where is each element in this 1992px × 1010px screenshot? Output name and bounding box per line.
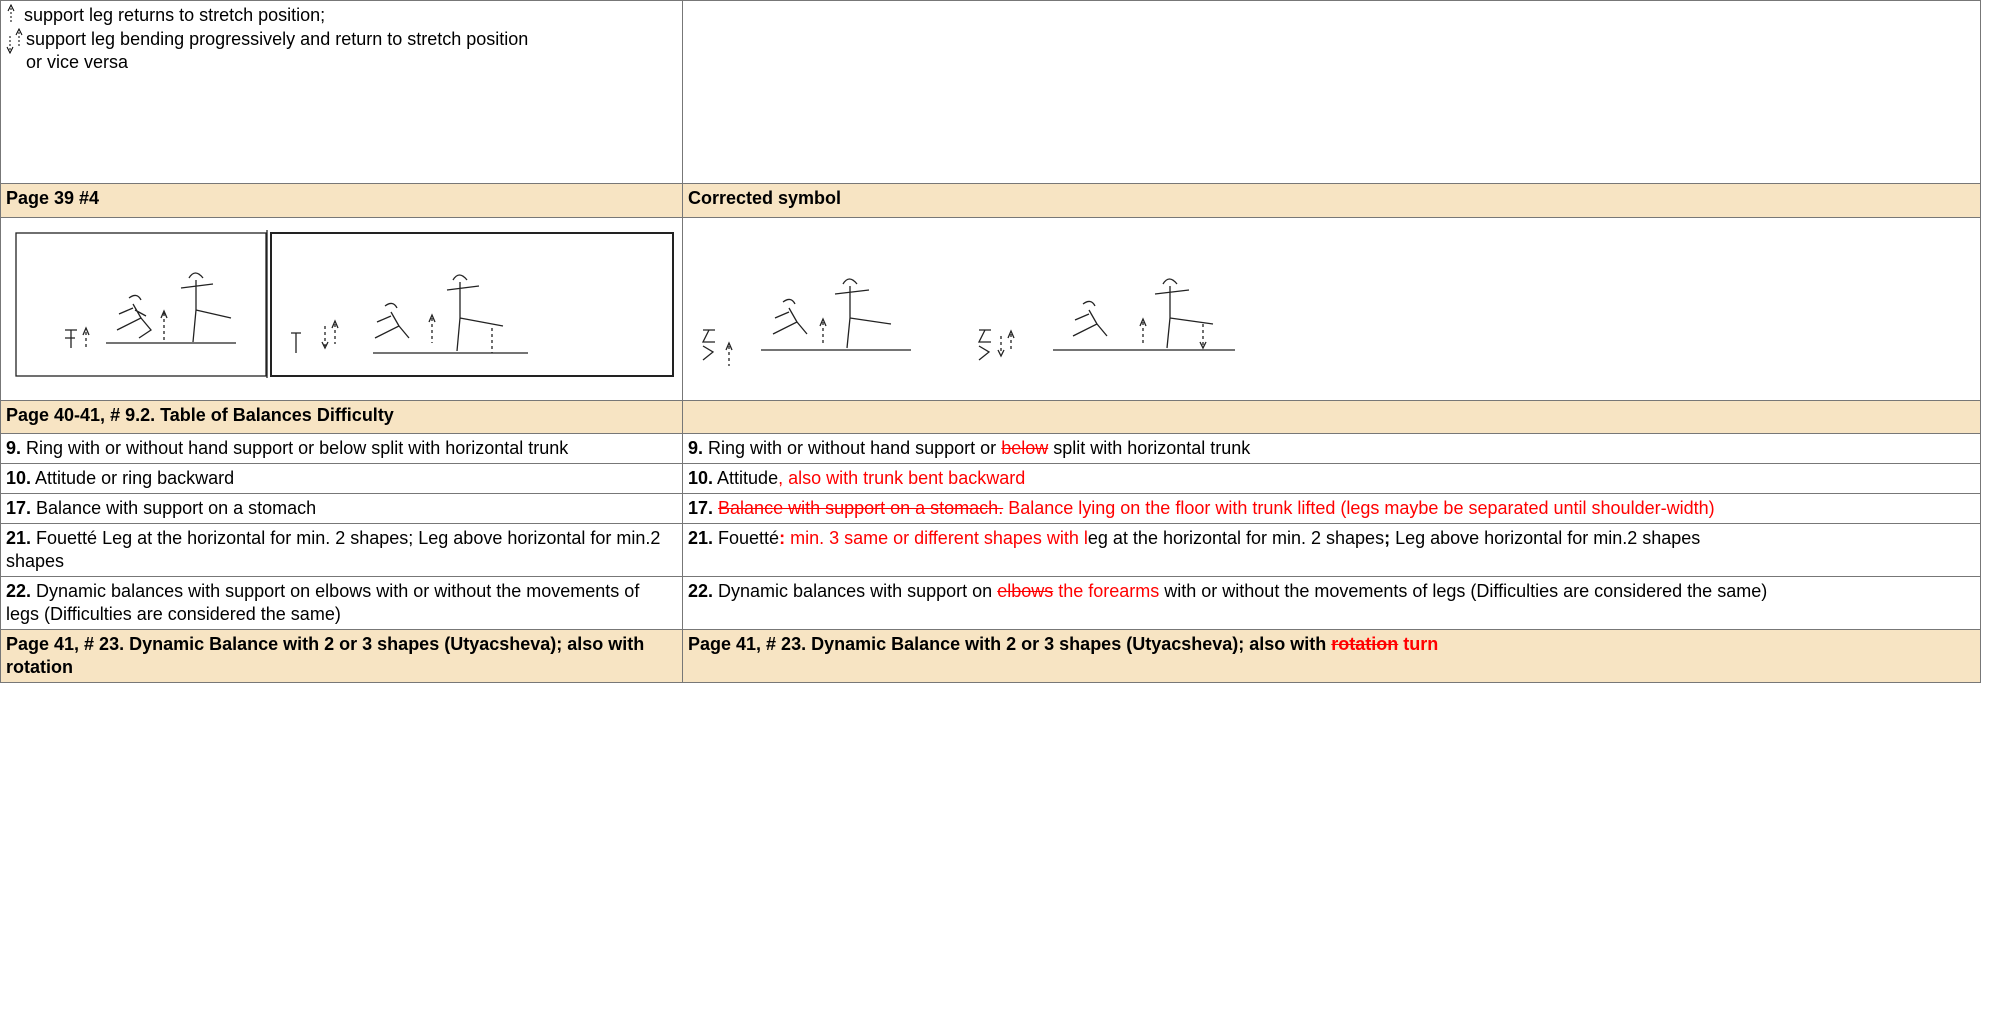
text-run: 9. — [6, 438, 22, 458]
text-run: 17. — [6, 498, 32, 518]
text-run: 17. — [688, 498, 719, 518]
text-run: the forearms — [1053, 581, 1160, 601]
text-run: ; — [1384, 528, 1391, 548]
cell: 17. Balance with support on a stomach. B… — [682, 493, 1981, 524]
text-run: 22. — [688, 581, 714, 601]
text-run: Page 41, # 23. Dynamic Balance with 2 or… — [6, 634, 645, 677]
original-symbols — [15, 230, 674, 378]
text-run: Balance with support on a stomach — [31, 498, 317, 518]
text-run: min. 3 same or different shapes with l — [785, 528, 1088, 548]
text-run: Balance lying on the floor with trunk li… — [1003, 498, 1715, 518]
cell: 10. Attitude or ring backward — [0, 463, 683, 494]
text-run: 21. — [6, 528, 32, 548]
legend-item: support leg returns to stretch position; — [6, 4, 677, 28]
text-run: 10. — [688, 468, 714, 488]
text-run: 10. — [6, 468, 32, 488]
text-run: Attitude or ring backward — [31, 468, 235, 488]
text-run: Attitude — [713, 468, 779, 488]
arrow-up-icon — [7, 4, 15, 24]
cell: Page 41, # 23. Dynamic Balance with 2 or… — [0, 629, 683, 683]
item-row: 9. Ring with or without hand support or … — [0, 433, 1981, 464]
text-run: Ring with or without hand support or — [703, 438, 1002, 458]
text-run: eg at the horizontal for min. 2 shapes — [1087, 528, 1385, 548]
legend-row: support leg returns to stretch position;… — [0, 0, 1981, 184]
legend-item: support leg bending progressively and re… — [6, 28, 677, 74]
text-run: turn — [1398, 634, 1439, 654]
text-run: 9. — [688, 438, 704, 458]
text-run: below — [1001, 438, 1049, 458]
header-row: Page 39 #4 Corrected symbol — [0, 183, 1981, 218]
text-run: rotation — [1331, 634, 1399, 654]
text-run: Fouetté — [713, 528, 780, 548]
item-row: 22. Dynamic balances with support on elb… — [0, 576, 1981, 630]
item-row: 17. Balance with support on a stomach 17.… — [0, 493, 1981, 524]
cell: 21. Fouetté: min. 3 same or different sh… — [682, 523, 1981, 577]
cell: 9. Ring with or without hand support or … — [0, 433, 683, 464]
cell: 10. Attitude, also with trunk bent backw… — [682, 463, 1981, 494]
header-cell: Corrected symbol — [682, 183, 1981, 218]
legend-text: support leg returns to stretch position; — [24, 5, 326, 25]
cell: 22. Dynamic balances with support on elb… — [682, 576, 1981, 630]
figure-cell — [682, 217, 1981, 401]
section-cell: Page 40-41, # 9.2. Table of Balances Dif… — [0, 400, 683, 434]
cell: 9. Ring with or without hand support or … — [682, 433, 1981, 464]
text-run: Ring with or without hand support or bel… — [21, 438, 569, 458]
empty-cell — [682, 0, 1981, 184]
item-row: 10. Attitude or ring backward 10. Attitud… — [0, 463, 1981, 494]
text-run: Balance with support on a stomach. — [718, 498, 1004, 518]
text-run: Page 41, # 23. Dynamic Balance with 2 or… — [688, 634, 1332, 654]
figure-row — [0, 217, 1981, 401]
text-run: 22. — [6, 581, 32, 601]
legend-text: support leg bending progressively and re… — [26, 29, 529, 72]
footer: Page 41, # 23. Dynamic Balance with 2 or… — [0, 629, 1981, 683]
arrow-updown-icon — [6, 28, 23, 54]
text-run: Fouetté Leg at the horizontal for min. 2… — [6, 528, 661, 571]
text-run: Dynamic balances with support on — [713, 581, 998, 601]
text-run: : — [779, 528, 786, 548]
cell-text: 9. Ring with or without hand support or … — [6, 437, 588, 460]
cell: 21. Fouetté Leg at the horizontal for mi… — [0, 523, 683, 577]
cell: 17. Balance with support on a stomach — [0, 493, 683, 524]
corrected-symbols — [701, 278, 1235, 366]
empty-cell — [682, 400, 1981, 434]
figure-cell — [0, 217, 683, 401]
text-run: , also with trunk bent backward — [778, 468, 1026, 488]
items: 9. Ring with or without hand support or … — [0, 433, 1981, 630]
cell: Page 41, # 23. Dynamic Balance with 2 or… — [682, 629, 1981, 683]
legend-cell: support leg returns to stretch position;… — [0, 0, 683, 184]
footer-row: Page 41, # 23. Dynamic Balance with 2 or… — [0, 629, 1981, 683]
text-run: split with horizontal trunk — [1048, 438, 1251, 458]
text-run: elbows — [997, 581, 1054, 601]
text-run: 21. — [688, 528, 714, 548]
item-row: 21. Fouetté Leg at the horizontal for mi… — [0, 523, 1981, 577]
corrections-table: support leg returns to stretch position;… — [0, 0, 1981, 683]
text-run: Leg above horizontal for min.2 shapes — [1390, 528, 1701, 548]
header-cell: Page 39 #4 — [0, 183, 683, 218]
text-run: with or without the movements of legs (D… — [1159, 581, 1768, 601]
text-run: Dynamic balances with support on elbows … — [6, 581, 640, 624]
section-row: Page 40-41, # 9.2. Table of Balances Dif… — [0, 400, 1981, 434]
cell: 22. Dynamic balances with support on elb… — [0, 576, 683, 630]
